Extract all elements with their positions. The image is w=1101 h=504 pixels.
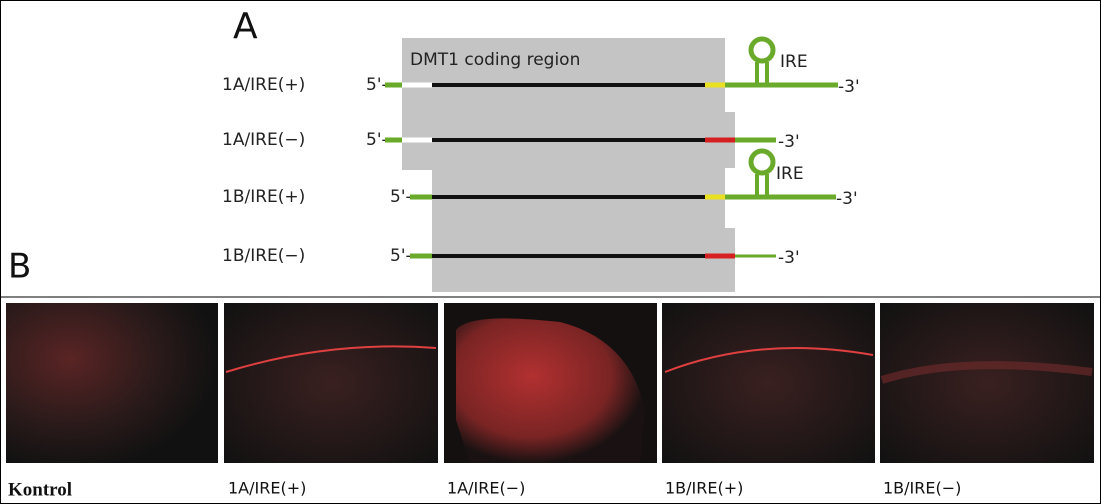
caption: 1B/IRE(+)	[665, 479, 743, 498]
panel-label: B	[8, 247, 31, 287]
caption: 1A/IRE(−)	[447, 479, 525, 498]
five-prime: 5'-	[390, 187, 412, 207]
panel-label: A	[233, 6, 258, 47]
construct-name: 1A/IRE(+)	[222, 75, 305, 95]
construct-name: 1B/IRE(+)	[222, 187, 305, 207]
three-prime: -3'	[778, 248, 800, 268]
five-prime: 5'-	[366, 130, 388, 150]
three-prime: -3'	[836, 189, 858, 209]
micrograph	[224, 303, 438, 463]
coding-region	[402, 38, 735, 292]
ire-label: IRE	[776, 164, 804, 184]
micrograph	[662, 303, 875, 463]
five-prime: 5'-	[366, 75, 388, 95]
micrograph	[880, 303, 1094, 463]
caption: 1A/IRE(+)	[228, 479, 306, 498]
coding-region-label: DMT1 coding region	[410, 50, 580, 70]
five-prime: 5'-	[390, 246, 412, 266]
three-prime: -3'	[838, 77, 860, 97]
caption: 1B/IRE(−)	[883, 479, 961, 498]
caption: Kontrol	[8, 479, 72, 500]
micrograph	[6, 303, 218, 463]
construct-name: 1A/IRE(−)	[222, 130, 305, 150]
three-prime: -3'	[778, 132, 800, 152]
construct-name: 1B/IRE(−)	[222, 246, 305, 266]
ire-label: IRE	[780, 52, 808, 72]
figure: A DMT1 coding region 1A/IRE(+) 5'- IRE -…	[0, 0, 1101, 504]
